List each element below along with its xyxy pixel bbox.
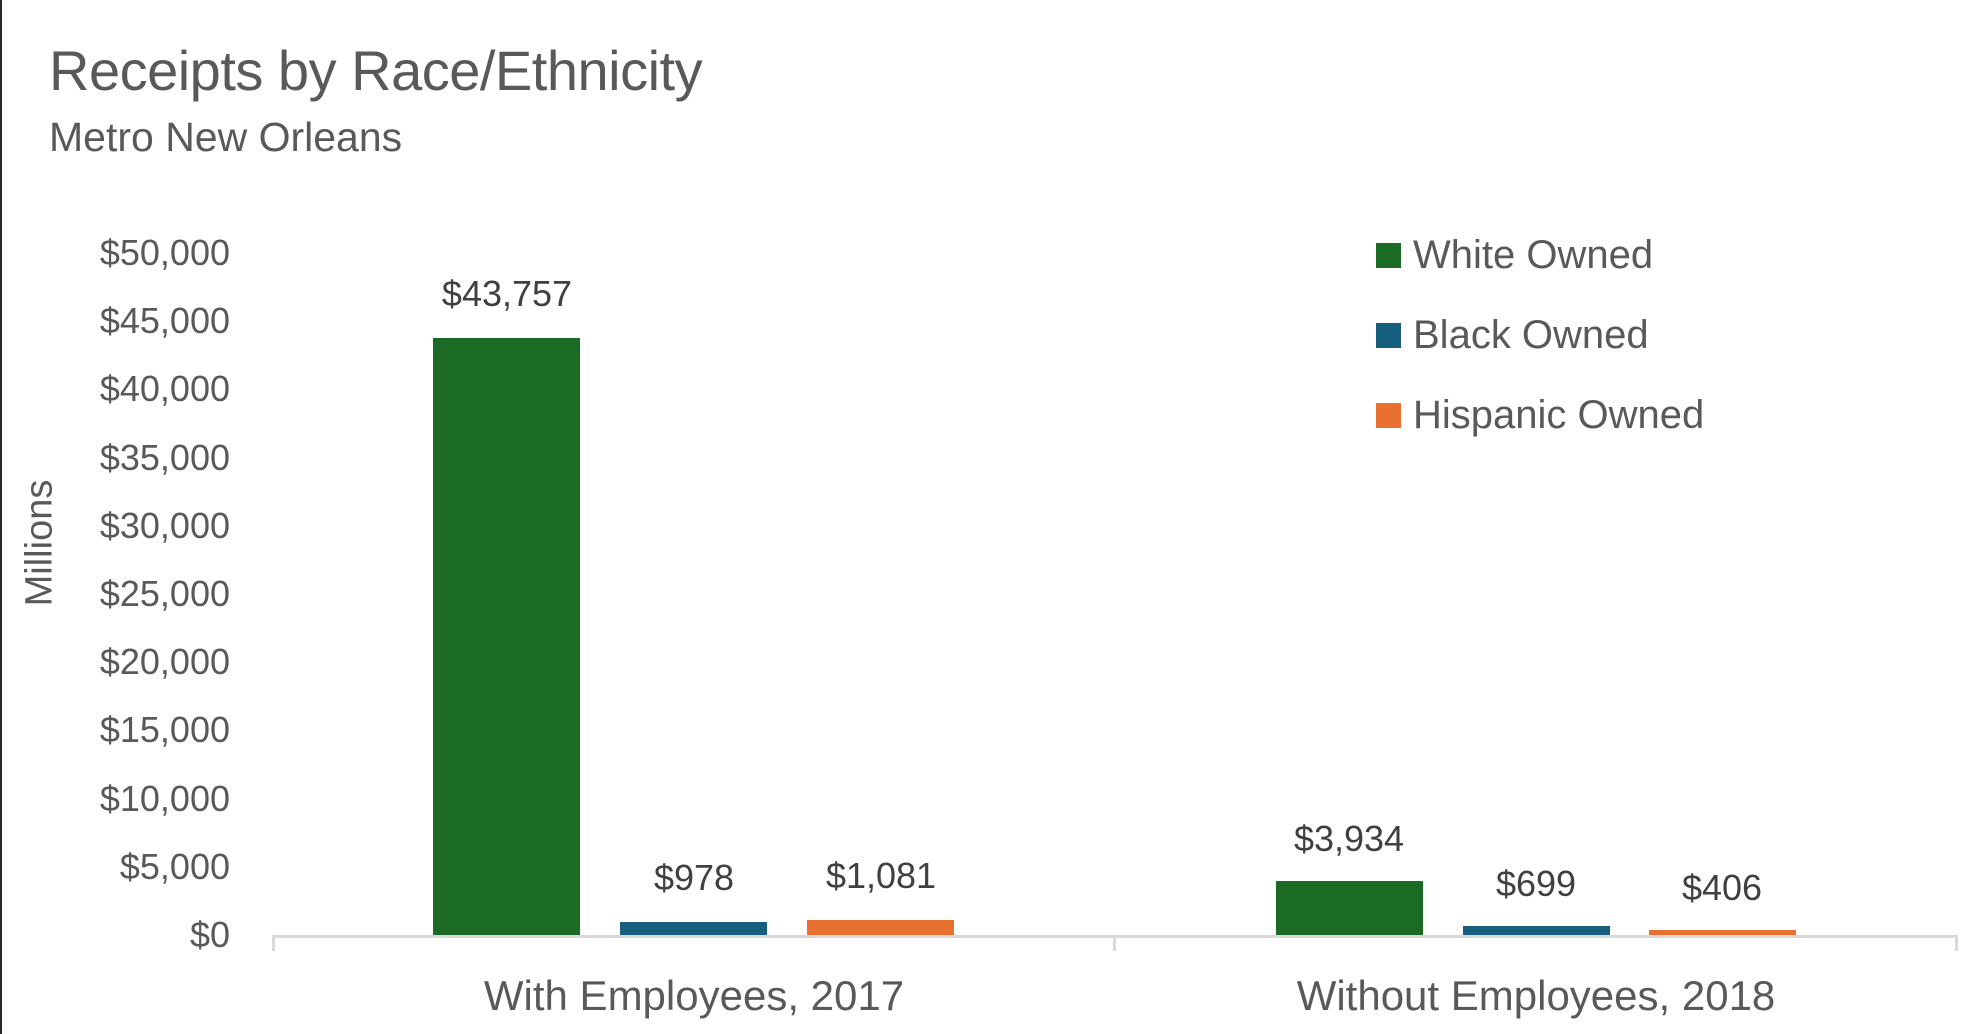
legend-label: Black Owned <box>1413 312 1649 357</box>
chart-left-border <box>0 0 2 1034</box>
y-axis-label: Millions <box>18 479 61 607</box>
x-category-label: Without Employees, 2018 <box>1296 972 1776 1019</box>
y-tick-label: $30,000 <box>99 505 230 546</box>
data-label: $699 <box>1495 863 1577 904</box>
y-tick-label: $35,000 <box>99 437 230 478</box>
y-tick-label: $10,000 <box>99 778 230 819</box>
bar-white-owned-2017 <box>433 338 580 935</box>
bar-white-owned-2018 <box>1276 881 1423 935</box>
y-tick-label: $5,000 <box>119 846 230 887</box>
x-axis-tick <box>272 935 275 951</box>
y-tick-label: $0 <box>189 914 230 955</box>
y-tick-label: $25,000 <box>99 573 230 614</box>
bar-black-owned-2018 <box>1463 926 1610 935</box>
y-tick-label: $45,000 <box>99 300 230 341</box>
y-tick-label: $50,000 <box>99 232 230 273</box>
data-label: $3,934 <box>1293 818 1405 859</box>
legend-label: Hispanic Owned <box>1413 392 1705 437</box>
x-axis-tick <box>1113 935 1116 951</box>
legend-item-white-owned: White Owned <box>1376 232 1654 277</box>
legend-swatch-icon <box>1376 402 1401 428</box>
legend-item-hispanic-owned: Hispanic Owned <box>1376 392 1705 437</box>
chart-title: Receipts by Race/Ethnicity <box>49 39 703 102</box>
data-label: $406 <box>1681 867 1763 908</box>
bar-hispanic-owned-2018 <box>1649 930 1796 935</box>
x-category-label: With Employees, 2017 <box>483 972 905 1019</box>
legend-item-black-owned: Black Owned <box>1376 312 1649 357</box>
x-axis-tick <box>1955 935 1958 951</box>
bar-black-owned-2017 <box>620 922 767 935</box>
data-label: $43,757 <box>441 273 573 314</box>
bar-hispanic-owned-2017 <box>807 920 954 935</box>
chart-subtitle: Metro New Orleans <box>49 114 403 160</box>
y-tick-label: $20,000 <box>99 641 230 682</box>
legend-swatch-icon <box>1376 242 1401 268</box>
y-tick-label: $40,000 <box>99 368 230 409</box>
data-label: $978 <box>653 857 735 898</box>
legend-swatch-icon <box>1376 322 1401 348</box>
data-label: $1,081 <box>825 855 937 896</box>
legend-label: White Owned <box>1413 232 1654 277</box>
y-tick-label: $15,000 <box>99 709 230 750</box>
